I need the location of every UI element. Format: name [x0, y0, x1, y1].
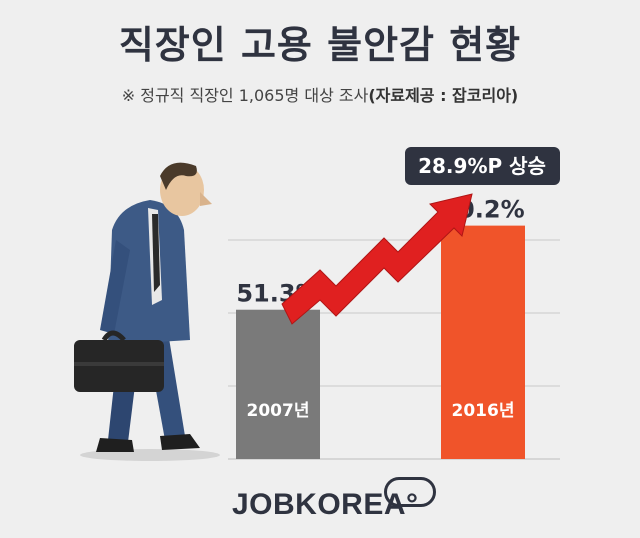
bar-0	[236, 309, 320, 459]
businessman-illustration	[74, 162, 220, 461]
category-label-1: 2016년	[452, 401, 515, 421]
survey-description: ※ 정규직 직장인 1,065명 대상 조사	[121, 86, 369, 105]
rising-arrow	[281, 193, 473, 325]
increase-callout: 28.9%P 상승	[405, 147, 560, 185]
category-label-0: 2007년	[247, 401, 310, 421]
logo-mark-icon	[384, 477, 436, 507]
bar-1	[441, 225, 525, 459]
survey-note: ※ 정규직 직장인 1,065명 대상 조사(자료제공 : 잡코리아)	[0, 82, 640, 106]
increase-label: 28.9%P 상승	[418, 154, 546, 178]
page-title: 직장인 고용 불안감 현황	[118, 23, 522, 67]
data-source: (자료제공 : 잡코리아)	[368, 86, 519, 105]
